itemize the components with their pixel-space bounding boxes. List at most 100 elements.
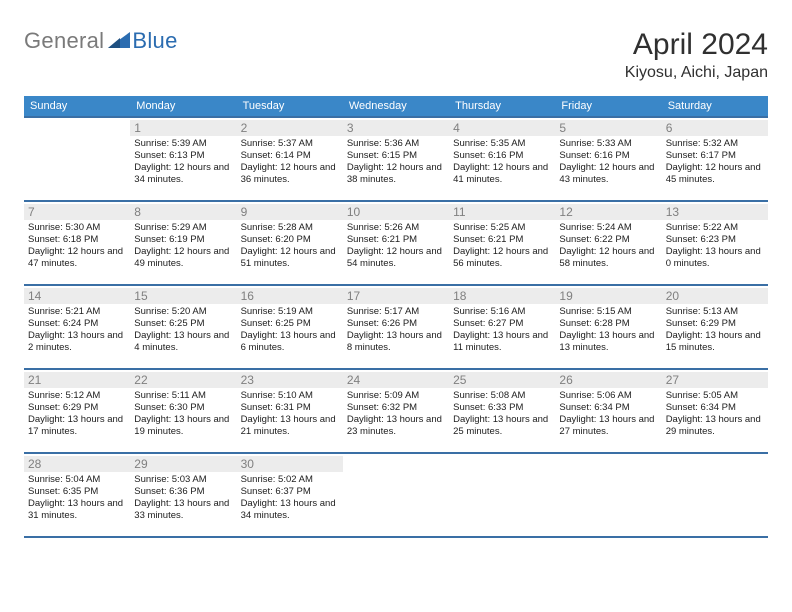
cell-details: Sunrise: 5:37 AMSunset: 6:14 PMDaylight:… xyxy=(241,138,339,187)
date-number: 15 xyxy=(130,288,236,304)
cell-details: Sunrise: 5:16 AMSunset: 6:27 PMDaylight:… xyxy=(453,306,551,355)
calendar-cell: 26 Sunrise: 5:06 AMSunset: 6:34 PMDayligh… xyxy=(555,369,661,453)
date-number: 26 xyxy=(555,372,661,388)
cell-details: Sunrise: 5:03 AMSunset: 6:36 PMDaylight:… xyxy=(134,474,232,523)
calendar-row: 7 Sunrise: 5:30 AMSunset: 6:18 PMDaylight… xyxy=(24,201,768,285)
date-number: 1 xyxy=(130,120,236,136)
calendar-cell: 15 Sunrise: 5:20 AMSunset: 6:25 PMDayligh… xyxy=(130,285,236,369)
date-number: 30 xyxy=(237,456,343,472)
date-number: 17 xyxy=(343,288,449,304)
calendar-cell: 10 Sunrise: 5:26 AMSunset: 6:21 PMDayligh… xyxy=(343,201,449,285)
cell-details: Sunrise: 5:39 AMSunset: 6:13 PMDaylight:… xyxy=(134,138,232,187)
date-number: 24 xyxy=(343,372,449,388)
date-number: 19 xyxy=(555,288,661,304)
date-number: 27 xyxy=(662,372,768,388)
cell-details: Sunrise: 5:02 AMSunset: 6:37 PMDaylight:… xyxy=(241,474,339,523)
date-number: 20 xyxy=(662,288,768,304)
month-title: April 2024 xyxy=(625,28,768,62)
date-number: 16 xyxy=(237,288,343,304)
dow-header: Saturday xyxy=(662,96,768,117)
date-number: 12 xyxy=(555,204,661,220)
cell-details: Sunrise: 5:13 AMSunset: 6:29 PMDaylight:… xyxy=(666,306,764,355)
date-number: 8 xyxy=(130,204,236,220)
date-number: 22 xyxy=(130,372,236,388)
date-number: 28 xyxy=(24,456,130,472)
cell-details: Sunrise: 5:17 AMSunset: 6:26 PMDaylight:… xyxy=(347,306,445,355)
cell-details: Sunrise: 5:20 AMSunset: 6:25 PMDaylight:… xyxy=(134,306,232,355)
calendar-cell: . xyxy=(24,117,130,201)
calendar-cell: 18 Sunrise: 5:16 AMSunset: 6:27 PMDayligh… xyxy=(449,285,555,369)
date-number: 10 xyxy=(343,204,449,220)
calendar-cell: 20 Sunrise: 5:13 AMSunset: 6:29 PMDayligh… xyxy=(662,285,768,369)
calendar-cell: 13 Sunrise: 5:22 AMSunset: 6:23 PMDayligh… xyxy=(662,201,768,285)
brand-part2: Blue xyxy=(132,28,177,54)
cell-details: Sunrise: 5:36 AMSunset: 6:15 PMDaylight:… xyxy=(347,138,445,187)
dow-header: Friday xyxy=(555,96,661,117)
calendar-cell: 4Sunrise: 5:35 AMSunset: 6:16 PMDaylight… xyxy=(449,117,555,201)
dow-header: Thursday xyxy=(449,96,555,117)
date-number: 14 xyxy=(24,288,130,304)
calendar-table: Sunday Monday Tuesday Wednesday Thursday… xyxy=(24,96,768,538)
date-number: 11 xyxy=(449,204,555,220)
cell-details: Sunrise: 5:05 AMSunset: 6:34 PMDaylight:… xyxy=(666,390,764,439)
calendar-cell: 5Sunrise: 5:33 AMSunset: 6:16 PMDaylight… xyxy=(555,117,661,201)
date-number: 9 xyxy=(237,204,343,220)
date-number: 21 xyxy=(24,372,130,388)
calendar-cell: 6 Sunrise: 5:32 AMSunset: 6:17 PMDaylight… xyxy=(662,117,768,201)
cell-details: Sunrise: 5:19 AMSunset: 6:25 PMDaylight:… xyxy=(241,306,339,355)
cell-details: Sunrise: 5:04 AMSunset: 6:35 PMDaylight:… xyxy=(28,474,126,523)
calendar-cell: 28 Sunrise: 5:04 AMSunset: 6:35 PMDayligh… xyxy=(24,453,130,537)
calendar-cell: 30 Sunrise: 5:02 AMSunset: 6:37 PMDayligh… xyxy=(237,453,343,537)
date-number: 3 xyxy=(343,120,449,136)
cell-details: Sunrise: 5:11 AMSunset: 6:30 PMDaylight:… xyxy=(134,390,232,439)
calendar-cell: 17 Sunrise: 5:17 AMSunset: 6:26 PMDayligh… xyxy=(343,285,449,369)
dow-row: Sunday Monday Tuesday Wednesday Thursday… xyxy=(24,96,768,117)
cell-details: Sunrise: 5:21 AMSunset: 6:24 PMDaylight:… xyxy=(28,306,126,355)
brand-triangle-icon xyxy=(108,30,130,53)
cell-details: Sunrise: 5:08 AMSunset: 6:33 PMDaylight:… xyxy=(453,390,551,439)
cell-details: Sunrise: 5:28 AMSunset: 6:20 PMDaylight:… xyxy=(241,222,339,271)
cell-details: Sunrise: 5:22 AMSunset: 6:23 PMDaylight:… xyxy=(666,222,764,271)
date-number: 6 xyxy=(662,120,768,136)
date-number: 18 xyxy=(449,288,555,304)
calendar-cell: 12 Sunrise: 5:24 AMSunset: 6:22 PMDayligh… xyxy=(555,201,661,285)
calendar-cell: 14 Sunrise: 5:21 AMSunset: 6:24 PMDayligh… xyxy=(24,285,130,369)
calendar-cell: 3 Sunrise: 5:36 AMSunset: 6:15 PMDaylight… xyxy=(343,117,449,201)
calendar-cell: 16 Sunrise: 5:19 AMSunset: 6:25 PMDayligh… xyxy=(237,285,343,369)
brand-logo: General Blue xyxy=(24,28,178,54)
date-number: 2 xyxy=(237,120,343,136)
calendar-cell: 9 Sunrise: 5:28 AMSunset: 6:20 PMDaylight… xyxy=(237,201,343,285)
cell-details: Sunrise: 5:26 AMSunset: 6:21 PMDaylight:… xyxy=(347,222,445,271)
cell-details: Sunrise: 5:09 AMSunset: 6:32 PMDaylight:… xyxy=(347,390,445,439)
calendar-cell: 8Sunrise: 5:29 AMSunset: 6:19 PMDaylight… xyxy=(130,201,236,285)
cell-details: Sunrise: 5:06 AMSunset: 6:34 PMDaylight:… xyxy=(559,390,657,439)
brand-part1: General xyxy=(24,28,104,54)
cell-details: Sunrise: 5:35 AMSunset: 6:16 PMDaylight:… xyxy=(453,138,551,187)
calendar-cell: 19Sunrise: 5:15 AMSunset: 6:28 PMDayligh… xyxy=(555,285,661,369)
cell-details: Sunrise: 5:30 AMSunset: 6:18 PMDaylight:… xyxy=(28,222,126,271)
calendar-cell: 11 Sunrise: 5:25 AMSunset: 6:21 PMDayligh… xyxy=(449,201,555,285)
location-text: Kiyosu, Aichi, Japan xyxy=(625,64,768,82)
calendar-cell: . xyxy=(343,453,449,537)
dow-header: Sunday xyxy=(24,96,130,117)
calendar-cell: 7 Sunrise: 5:30 AMSunset: 6:18 PMDaylight… xyxy=(24,201,130,285)
date-number: 13 xyxy=(662,204,768,220)
cell-details: Sunrise: 5:10 AMSunset: 6:31 PMDaylight:… xyxy=(241,390,339,439)
calendar-cell: 27 Sunrise: 5:05 AMSunset: 6:34 PMDayligh… xyxy=(662,369,768,453)
cell-details: Sunrise: 5:25 AMSunset: 6:21 PMDaylight:… xyxy=(453,222,551,271)
calendar-row: 14 Sunrise: 5:21 AMSunset: 6:24 PMDayligh… xyxy=(24,285,768,369)
cell-details: Sunrise: 5:32 AMSunset: 6:17 PMDaylight:… xyxy=(666,138,764,187)
date-number: 29 xyxy=(130,456,236,472)
calendar-cell: 1 Sunrise: 5:39 AMSunset: 6:13 PMDaylight… xyxy=(130,117,236,201)
calendar-row: .1 Sunrise: 5:39 AMSunset: 6:13 PMDayligh… xyxy=(24,117,768,201)
calendar-cell: . xyxy=(449,453,555,537)
date-number: 7 xyxy=(24,204,130,220)
dow-header: Tuesday xyxy=(237,96,343,117)
cell-details: Sunrise: 5:12 AMSunset: 6:29 PMDaylight:… xyxy=(28,390,126,439)
calendar-row: 28 Sunrise: 5:04 AMSunset: 6:35 PMDayligh… xyxy=(24,453,768,537)
header-row: General Blue April 2024 Kiyosu, Aichi, J… xyxy=(24,28,768,82)
cell-details: Sunrise: 5:24 AMSunset: 6:22 PMDaylight:… xyxy=(559,222,657,271)
calendar-cell: 23Sunrise: 5:10 AMSunset: 6:31 PMDayligh… xyxy=(237,369,343,453)
calendar-cell: 24 Sunrise: 5:09 AMSunset: 6:32 PMDayligh… xyxy=(343,369,449,453)
calendar-cell: 29 Sunrise: 5:03 AMSunset: 6:36 PMDayligh… xyxy=(130,453,236,537)
